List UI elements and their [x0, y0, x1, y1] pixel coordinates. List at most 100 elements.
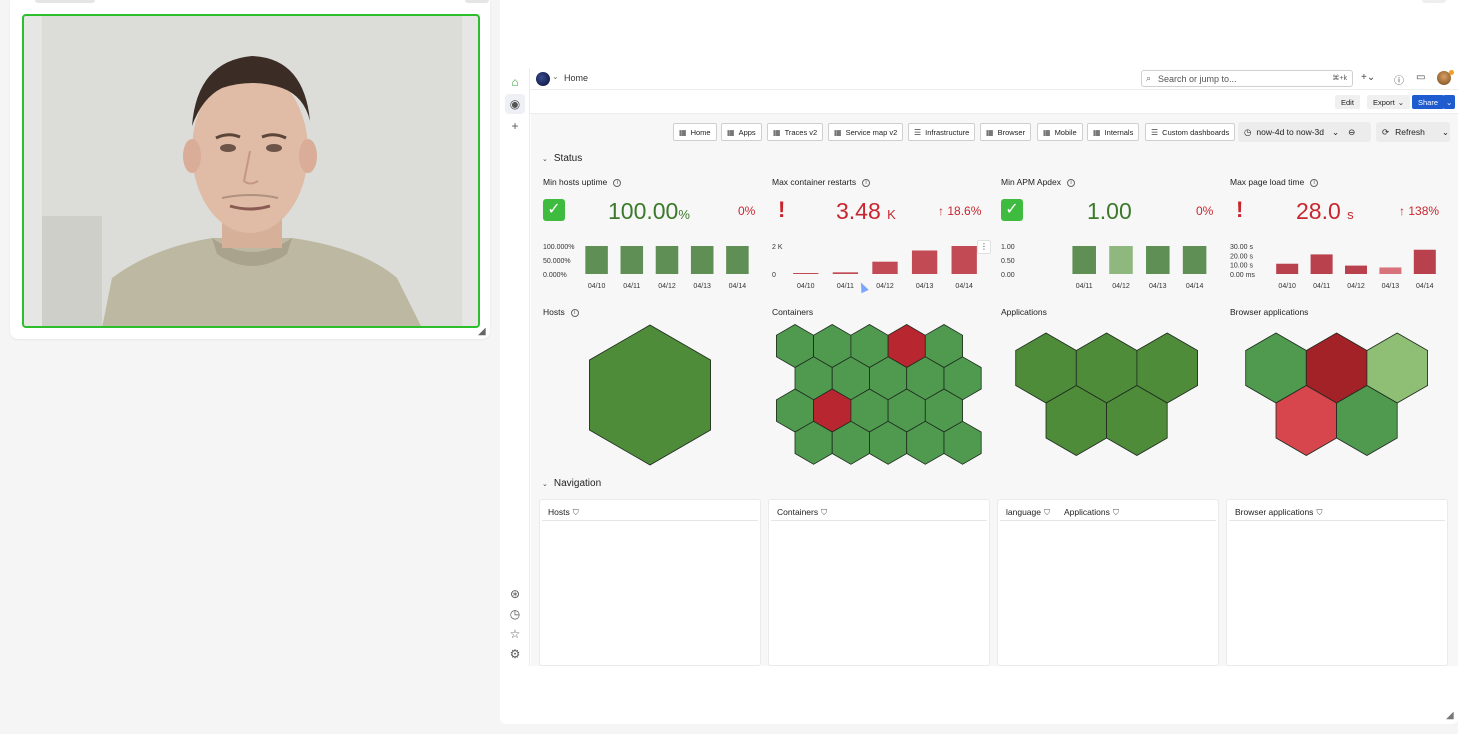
- bar[interactable]: [1379, 267, 1402, 274]
- dashlink-internals[interactable]: ▦ Internals: [1087, 123, 1140, 141]
- filter-icon[interactable]: ⛉: [821, 508, 828, 517]
- stat-unit: K: [887, 207, 896, 222]
- column-header[interactable]: Browser applications ⛉: [1235, 507, 1322, 518]
- arrow-up-icon: ↑: [938, 204, 944, 218]
- bar[interactable]: [793, 273, 819, 274]
- column-header[interactable]: language ⛉: [1006, 507, 1050, 518]
- bar[interactable]: [872, 261, 898, 274]
- edit-button[interactable]: Edit: [1335, 95, 1360, 109]
- section-navigation[interactable]: ⌄ Navigation: [542, 478, 601, 489]
- x-tick-label: 04/12: [1347, 283, 1365, 290]
- bar[interactable]: [1344, 265, 1368, 274]
- time-range-picker[interactable]: ◷ now-4d to now-3d ⌄ ⊖: [1238, 122, 1371, 142]
- webcam-video[interactable]: [22, 14, 480, 328]
- bar[interactable]: [1109, 246, 1133, 274]
- section-title: Status: [553, 153, 583, 164]
- search-input[interactable]: ⌕ Search or jump to... ⌘+k: [1141, 70, 1353, 87]
- info-icon[interactable]: i: [570, 308, 579, 317]
- bar[interactable]: [1413, 249, 1436, 274]
- dashlink-custom-dashboards[interactable]: ☰ Custom dashboards: [1145, 123, 1236, 141]
- hexagon-cell[interactable]: [588, 324, 712, 466]
- x-tick-label: 04/10: [797, 283, 815, 290]
- column-header[interactable]: Hosts ⛉: [548, 507, 579, 518]
- search-icon: ⌕: [1146, 73, 1152, 83]
- home-icon[interactable]: ◉: [505, 94, 525, 114]
- info-icon[interactable]: i: [862, 178, 871, 187]
- new-menu-icon[interactable]: +⌄: [1361, 72, 1376, 83]
- bar[interactable]: [690, 246, 714, 274]
- share-dropdown-button[interactable]: ⌄: [1443, 95, 1456, 109]
- apps-icon[interactable]: ⌂: [511, 75, 519, 89]
- section-status[interactable]: ⌄ Status: [542, 153, 582, 164]
- hexagon-cell[interactable]: [1336, 385, 1398, 456]
- filter-icon[interactable]: ⛉: [1043, 508, 1050, 517]
- add-icon[interactable]: +: [511, 119, 519, 133]
- bar[interactable]: [620, 246, 644, 274]
- info-icon[interactable]: i: [1310, 178, 1319, 187]
- bar[interactable]: [911, 250, 938, 274]
- y-tick-label: 30.00 s: [1230, 244, 1253, 251]
- filter-icon[interactable]: ⛉: [572, 508, 579, 517]
- action-bar: Edit Export ⌄ Share ⌄: [530, 90, 1458, 114]
- settings-icon[interactable]: ⚙: [509, 647, 521, 661]
- stat-title: Min APM Apdex i: [1001, 177, 1076, 187]
- dashlink-infrastructure[interactable]: ☰ Infrastructure: [908, 123, 976, 141]
- bar[interactable]: [726, 246, 749, 274]
- honeycomb-title: Applications: [1001, 307, 1047, 317]
- dashlink-label: Mobile: [1054, 127, 1077, 137]
- bar[interactable]: [1276, 263, 1299, 274]
- bar[interactable]: [655, 246, 679, 274]
- bar[interactable]: [1182, 246, 1207, 274]
- column-header[interactable]: Applications ⛉: [1064, 507, 1119, 518]
- history-icon[interactable]: ◷: [509, 607, 521, 621]
- y-tick-label: 50.000%: [543, 258, 571, 265]
- filter-icon[interactable]: ⛉: [1316, 508, 1323, 517]
- zoom-out-icon[interactable]: ⊖: [1348, 126, 1356, 137]
- chevron-down-icon[interactable]: ⌄: [552, 72, 559, 81]
- bar[interactable]: [1310, 254, 1333, 274]
- window-resize-handle[interactable]: ◢: [1446, 710, 1454, 721]
- hexagon-cell[interactable]: [943, 420, 982, 465]
- star-icon[interactable]: ☆: [509, 627, 521, 641]
- hexagon-cell[interactable]: [1106, 385, 1168, 456]
- info-icon[interactable]: i: [613, 178, 622, 187]
- person-image: [42, 16, 462, 326]
- left-rail: ⌂ ◉ + ⊛ ◷ ☆ ⚙: [500, 68, 530, 666]
- refresh-button[interactable]: ⟳ Refresh ⌄: [1376, 122, 1450, 142]
- bar[interactable]: [585, 246, 608, 274]
- x-tick-label: 04/10: [1278, 283, 1296, 290]
- dashlink-mobile[interactable]: ▦ Mobile: [1037, 123, 1083, 141]
- dashlink-service-map[interactable]: ▦ Service map v2: [828, 123, 904, 141]
- bar[interactable]: [1072, 246, 1096, 274]
- refresh-label: Refresh: [1395, 127, 1425, 137]
- help-icon[interactable]: ⓘ: [1394, 76, 1404, 87]
- avatar[interactable]: [1437, 71, 1451, 85]
- monitor-icon[interactable]: ▭: [1416, 72, 1426, 83]
- filter-icon[interactable]: ⛉: [1112, 508, 1119, 517]
- breadcrumb[interactable]: Home: [564, 73, 589, 83]
- bar[interactable]: [951, 246, 977, 274]
- export-button[interactable]: Export ⌄: [1367, 95, 1410, 109]
- dashlink-label: Traces v2: [784, 127, 818, 137]
- grid-icon: ▦: [679, 127, 687, 137]
- dashlink-apps[interactable]: ▦ Apps: [721, 123, 762, 141]
- explore-icon[interactable]: ⊛: [509, 587, 521, 601]
- refresh-icon: ⟳: [1382, 126, 1390, 137]
- stat-title-text: Min APM Apdex: [1001, 177, 1062, 187]
- info-icon[interactable]: i: [1067, 178, 1076, 187]
- stat-delta: ↑ 18.6%: [938, 204, 981, 218]
- panel-menu-icon[interactable]: ⋮: [977, 240, 991, 254]
- share-button[interactable]: Share: [1412, 95, 1445, 109]
- video-resize-handle[interactable]: ◢: [478, 326, 486, 337]
- search-shortcut: ⌘+k: [1332, 75, 1347, 82]
- grafana-logo-icon[interactable]: [536, 72, 550, 86]
- dashlink-home[interactable]: ▦ Home: [673, 123, 717, 141]
- stat-title: Max page load time i: [1230, 177, 1319, 187]
- column-header-text: language: [1006, 507, 1041, 517]
- column-header[interactable]: Containers ⛉: [777, 507, 827, 518]
- chevron-down-icon: ⌄: [542, 481, 548, 488]
- dashlink-traces[interactable]: ▦ Traces v2: [767, 123, 824, 141]
- bar[interactable]: [1146, 246, 1170, 274]
- dashlink-browser[interactable]: ▦ Browser: [980, 123, 1032, 141]
- bar[interactable]: [832, 272, 859, 274]
